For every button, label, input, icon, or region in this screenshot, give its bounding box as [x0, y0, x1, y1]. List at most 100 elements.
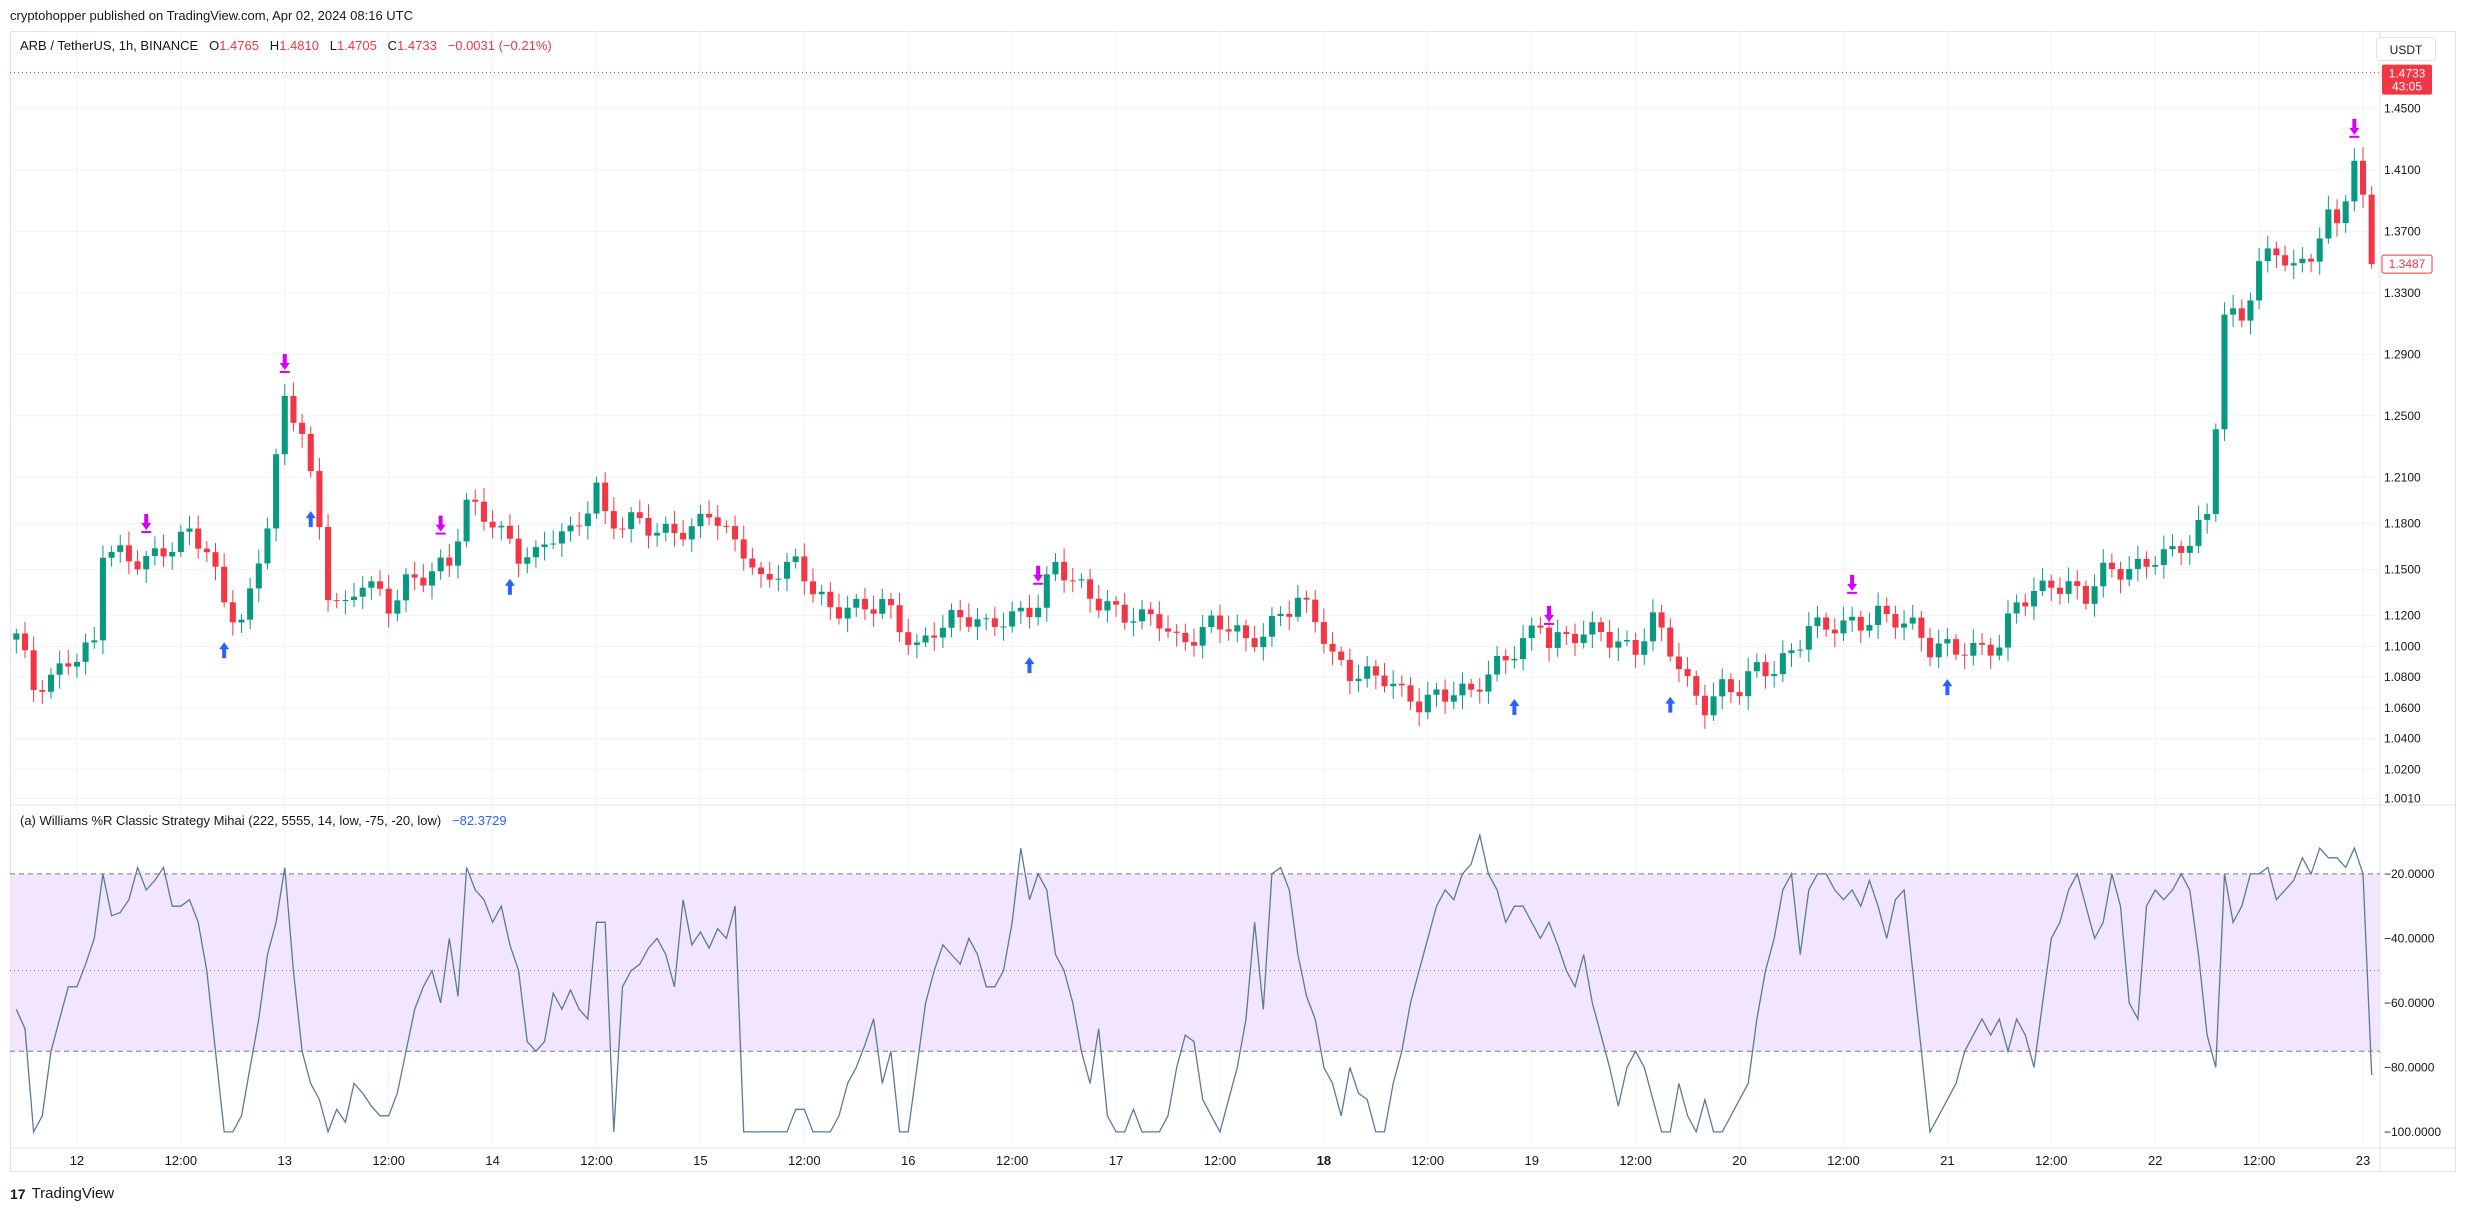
- candle-body: [2056, 587, 2063, 594]
- candle-body: [1208, 615, 1215, 628]
- candle-body: [229, 602, 236, 623]
- candle-body: [991, 618, 998, 627]
- buy-signal-arrow-icon: [1942, 679, 1953, 696]
- candle-body: [1528, 625, 1535, 639]
- candle-body: [1069, 580, 1076, 582]
- candle-body: [1641, 641, 1648, 655]
- price-axis-label: 1.1000: [2384, 639, 2421, 653]
- candle-body: [195, 528, 202, 549]
- buy-signal-arrow-icon: [1665, 696, 1676, 713]
- candle-body: [2013, 602, 2020, 614]
- sell-signal-bar-icon: [279, 371, 290, 374]
- candle-body: [125, 545, 132, 562]
- wr-axis-label: −60.0000: [2384, 996, 2435, 1010]
- candle-body: [879, 599, 886, 614]
- candle-body: [697, 513, 704, 527]
- time-axis-label: 13: [278, 1153, 292, 1168]
- candle-body: [1199, 627, 1206, 646]
- candle-body: [602, 482, 609, 512]
- candle-body: [965, 617, 972, 627]
- candle-body: [1009, 611, 1016, 627]
- symbol-title[interactable]: ARB / TetherUS, 1h, BINANCE: [20, 38, 199, 53]
- candle-body: [2359, 160, 2367, 195]
- candle-body: [437, 557, 444, 572]
- price-axis-label: 1.0200: [2384, 762, 2421, 776]
- symbol-legend: ARB / TetherUS, 1h, BINANCE O1.4765 H1.4…: [20, 38, 552, 53]
- candle-body: [1537, 625, 1544, 628]
- candle-body: [1052, 561, 1059, 575]
- candle-body: [2282, 255, 2289, 266]
- candle-body: [73, 661, 80, 667]
- sell-signal-arrow-icon: [1847, 574, 1858, 591]
- candle-body: [714, 517, 721, 526]
- candle-body: [1277, 613, 1284, 617]
- sell-signal-bar-icon: [1847, 591, 1858, 594]
- candle-body: [706, 513, 713, 518]
- candle-body: [2082, 585, 2089, 604]
- candle-body: [1961, 654, 1968, 656]
- candle-body: [844, 607, 851, 619]
- candle-body: [1390, 683, 1397, 687]
- candle-body: [2152, 564, 2159, 567]
- currency-button[interactable]: USDT: [2376, 37, 2436, 61]
- candle-body: [385, 588, 392, 614]
- price-axis-label: 1.0400: [2384, 732, 2421, 746]
- candle-body: [1173, 631, 1180, 633]
- candle-body: [532, 547, 539, 558]
- candle-body: [1927, 637, 1934, 658]
- bar-countdown: 43:05: [2392, 80, 2422, 94]
- candle-body: [368, 581, 375, 588]
- candle-body: [2351, 160, 2358, 202]
- sell-signal-arrow-icon: [279, 354, 290, 371]
- candle-body: [1000, 626, 1007, 628]
- candle-body: [887, 599, 894, 606]
- candle-body: [792, 556, 799, 562]
- candle-body: [1736, 692, 1743, 697]
- candle-body: [1061, 561, 1068, 581]
- candle-body: [1234, 625, 1241, 632]
- candle-body: [108, 551, 115, 558]
- candle-body: [1875, 605, 1882, 626]
- buy-signal-arrow-icon: [1509, 698, 1520, 715]
- indicator-title[interactable]: (a) Williams %R Classic Strategy Mihai (…: [20, 813, 442, 828]
- candle-body: [1701, 695, 1708, 716]
- buy-signal-arrow-icon: [504, 578, 515, 595]
- candle-body: [593, 482, 600, 514]
- candle-body: [1606, 632, 1613, 648]
- footer-brand[interactable]: 17 TradingView: [10, 1185, 114, 1202]
- candle-body: [1320, 622, 1327, 644]
- candle-body: [325, 526, 332, 601]
- candle-body: [1078, 579, 1085, 581]
- candle-body: [584, 513, 591, 526]
- candle-body: [2143, 558, 2150, 567]
- candle-body: [974, 619, 981, 627]
- candle-body: [740, 539, 747, 559]
- candle-body: [1242, 625, 1249, 639]
- candle-body: [2204, 514, 2211, 520]
- candle-body: [273, 454, 280, 529]
- candle-body: [1952, 639, 1960, 655]
- candle-body: [723, 525, 730, 527]
- candle-body: [931, 635, 938, 638]
- candle-body: [2065, 581, 2072, 594]
- candle-body: [1485, 674, 1492, 692]
- candle-body: [2221, 314, 2228, 430]
- candle-body: [1156, 614, 1163, 629]
- candle-body: [2186, 545, 2193, 553]
- candle-body: [619, 528, 626, 530]
- candle-body: [905, 632, 912, 645]
- time-axis-label: 23: [2356, 1153, 2370, 1168]
- candle-body: [1035, 607, 1042, 618]
- candle-body: [1190, 642, 1198, 646]
- chart-frame: [10, 31, 2456, 1172]
- candle-body: [515, 538, 522, 564]
- candle-body: [2048, 580, 2055, 588]
- candle-body: [645, 517, 652, 536]
- candle-body: [688, 526, 695, 540]
- candle-body: [2091, 586, 2098, 604]
- candle-body: [82, 642, 89, 662]
- candle-body: [238, 619, 245, 623]
- sell-signal-arrow-icon: [2349, 118, 2360, 135]
- candle-body: [91, 640, 98, 643]
